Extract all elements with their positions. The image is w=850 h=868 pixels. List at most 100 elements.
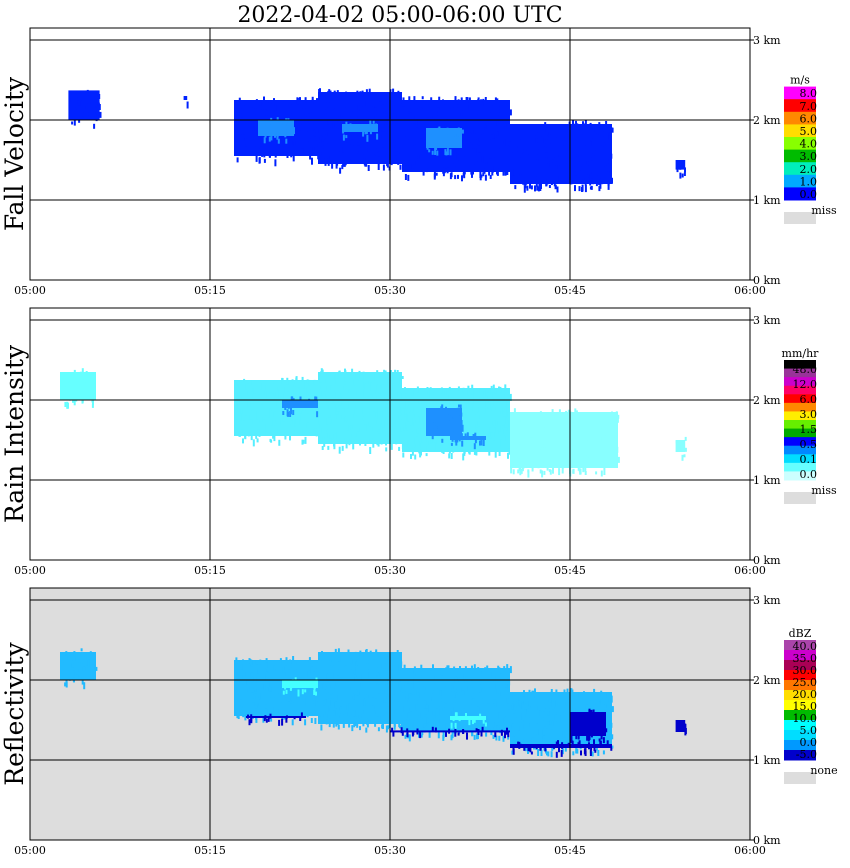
echo-pixel bbox=[537, 705, 540, 711]
echo-pixel bbox=[584, 179, 587, 186]
echo-pixel bbox=[510, 436, 513, 440]
echo-pixel bbox=[523, 145, 526, 150]
echo-pixel bbox=[344, 160, 347, 166]
echo-pixel bbox=[234, 674, 237, 679]
echo-pixel bbox=[410, 135, 413, 139]
echo-pixel bbox=[548, 702, 551, 709]
echo-pixel bbox=[578, 439, 580, 444]
echo-pixel bbox=[274, 133, 276, 138]
echo-pixel bbox=[514, 185, 517, 190]
echo-pixel bbox=[603, 144, 606, 148]
echo-pixel bbox=[263, 96, 265, 102]
echo-pixel bbox=[482, 98, 485, 103]
echo-pixel bbox=[608, 698, 611, 703]
echo-pixel bbox=[400, 426, 403, 432]
echo-pixel bbox=[477, 421, 480, 427]
echo-pixel bbox=[437, 127, 440, 135]
echo-pixel bbox=[457, 386, 460, 391]
echo-pixel bbox=[441, 165, 444, 168]
echo-pixel bbox=[415, 119, 418, 124]
echo-pixel bbox=[376, 148, 379, 153]
echo-pixel bbox=[437, 107, 440, 113]
echo-pixel bbox=[372, 705, 375, 710]
echo-pixel bbox=[345, 135, 348, 139]
echo-pixel bbox=[617, 456, 620, 463]
echo-pixel bbox=[346, 437, 348, 443]
echo-pixel bbox=[508, 432, 511, 437]
echo-pixel bbox=[599, 740, 602, 745]
echo-pixel bbox=[291, 663, 294, 668]
echo-pixel bbox=[410, 723, 413, 728]
echo-pixel bbox=[440, 387, 443, 394]
echo-pixel bbox=[454, 124, 457, 128]
echo-pixel bbox=[406, 426, 409, 431]
echo-pixel bbox=[595, 718, 598, 724]
echo-pixel bbox=[424, 428, 427, 434]
echo-pixel bbox=[374, 720, 377, 727]
echo-pixel bbox=[244, 715, 247, 721]
echo-pixel bbox=[587, 438, 590, 443]
echo-pixel bbox=[566, 727, 569, 734]
echo-cell bbox=[246, 712, 306, 726]
echo-pixel bbox=[386, 116, 389, 120]
echo-pixel bbox=[605, 728, 608, 733]
echo-pixel bbox=[432, 154, 435, 160]
echo-pixel bbox=[331, 390, 334, 396]
echo-pixel bbox=[323, 442, 326, 447]
echo-pixel bbox=[547, 163, 550, 167]
echo-pixel bbox=[386, 673, 389, 679]
echo-pixel bbox=[462, 690, 465, 695]
echo-pixel bbox=[299, 660, 302, 666]
time-tick-label: 05:30 bbox=[374, 564, 406, 577]
echo-pixel bbox=[554, 705, 557, 713]
echo-pixel bbox=[349, 93, 352, 98]
echo-pixel bbox=[600, 178, 603, 183]
echo-pixel bbox=[514, 430, 517, 437]
echo-pixel bbox=[374, 419, 377, 425]
echo-pixel bbox=[372, 437, 375, 441]
echo-pixel bbox=[431, 726, 434, 732]
echo-pixel bbox=[494, 451, 497, 458]
echo-pixel bbox=[544, 746, 547, 752]
echo-pixel bbox=[442, 725, 445, 730]
echo-pixel bbox=[251, 103, 253, 108]
echo-pixel bbox=[494, 732, 497, 738]
echo-pixel bbox=[278, 390, 281, 396]
echo-pixel bbox=[263, 683, 266, 690]
echo-pixel bbox=[433, 722, 436, 730]
colorbar-swatch bbox=[784, 86, 816, 100]
echo-pixel bbox=[345, 443, 348, 449]
echo-pixel bbox=[443, 399, 446, 404]
echo-pixel bbox=[276, 134, 279, 140]
echo-pixel bbox=[401, 376, 404, 379]
echo-pixel bbox=[398, 446, 401, 451]
echo-cell bbox=[675, 720, 687, 736]
echo-pixel bbox=[521, 428, 524, 432]
echo-pixel bbox=[379, 156, 382, 162]
echo-pixel bbox=[439, 699, 441, 706]
echo-pixel bbox=[606, 719, 609, 723]
figure-title: 2022-04-02 05:00-06:00 UTC bbox=[237, 3, 562, 28]
echo-pixel bbox=[520, 468, 523, 474]
echo-pixel bbox=[315, 691, 317, 696]
echo-pixel bbox=[530, 185, 533, 190]
echo-pixel bbox=[554, 137, 557, 143]
echo-pixel bbox=[390, 373, 393, 379]
echo-pixel bbox=[548, 132, 551, 137]
echo-pixel bbox=[290, 153, 293, 158]
echo-pixel bbox=[377, 440, 380, 447]
echo-pixel bbox=[285, 138, 288, 144]
echo-pixel bbox=[376, 694, 379, 700]
echo-pixel bbox=[380, 438, 383, 445]
echo-pixel bbox=[386, 432, 389, 437]
echo-pixel bbox=[255, 716, 258, 723]
echo-pixel bbox=[404, 119, 407, 125]
echo-pixel bbox=[411, 388, 414, 396]
echo-pixel bbox=[529, 185, 532, 189]
echo-pixel bbox=[325, 107, 328, 114]
echo-pixel bbox=[447, 692, 450, 697]
echo-pixel bbox=[507, 113, 510, 119]
echo-pixel bbox=[521, 713, 524, 720]
echo-pixel bbox=[565, 410, 568, 418]
echo-pixel bbox=[556, 721, 559, 727]
